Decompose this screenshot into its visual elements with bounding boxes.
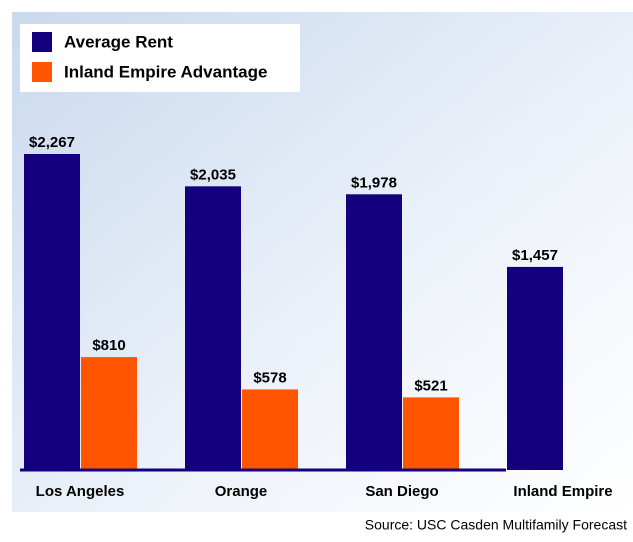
value-label: $578 xyxy=(253,369,286,386)
value-label: $1,457 xyxy=(512,247,558,264)
legend-swatch xyxy=(32,32,52,52)
x-tick-label: Orange xyxy=(215,483,268,500)
source: Source: USC Casden Multifamily Forecast xyxy=(365,517,627,533)
x-tick-label: Los Angeles xyxy=(36,483,125,500)
value-label: $2,267 xyxy=(29,134,75,151)
bar xyxy=(346,194,402,471)
bar xyxy=(403,397,459,470)
bar xyxy=(81,357,137,470)
legend-label: Average Rent xyxy=(64,32,173,51)
bar xyxy=(185,186,241,470)
bar xyxy=(507,266,563,470)
legend-swatch xyxy=(32,62,52,82)
legend-box xyxy=(20,24,300,92)
bar xyxy=(242,389,298,470)
x-tick-label: Inland Empire xyxy=(513,483,612,500)
x-tick-label: San Diego xyxy=(365,483,438,500)
bar xyxy=(24,154,80,470)
value-label: $2,035 xyxy=(190,166,236,183)
value-label: $521 xyxy=(414,377,447,394)
value-label: $810 xyxy=(92,337,125,354)
value-label: $1,978 xyxy=(351,174,397,191)
legend-label: Inland Empire Advantage xyxy=(64,62,267,81)
